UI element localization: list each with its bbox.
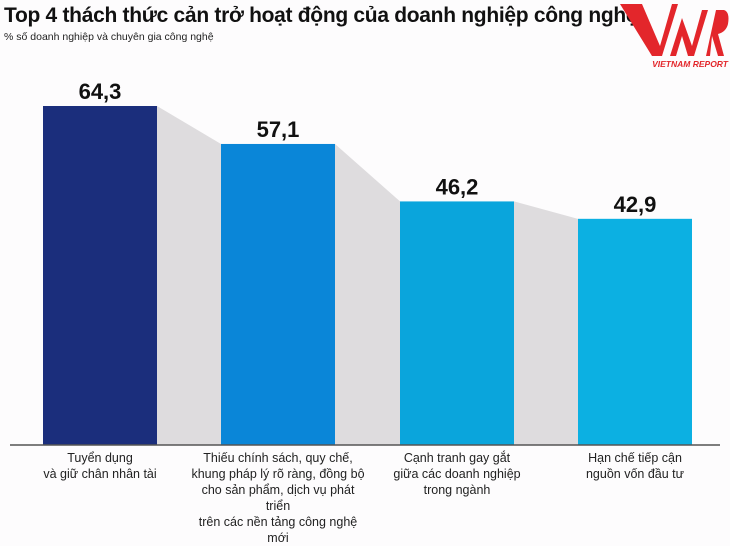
bar bbox=[43, 106, 157, 445]
connector-band bbox=[514, 201, 578, 445]
data-label: 64,3 bbox=[79, 79, 122, 104]
data-label: 42,9 bbox=[614, 192, 657, 217]
connector-band bbox=[335, 143, 400, 445]
connector-band bbox=[157, 106, 221, 445]
chart-title: Top 4 thách thức cản trở hoạt động của d… bbox=[4, 4, 638, 27]
vnr-logo: VIETNAM REPORT bbox=[620, 4, 729, 69]
data-label: 57,1 bbox=[257, 117, 300, 142]
bar-chart: 64,3 57,1 46,2 42,9 bbox=[10, 79, 720, 446]
bar bbox=[400, 201, 514, 445]
category-label: Thiếu chính sách, quy chế, khung pháp lý … bbox=[191, 451, 365, 545]
bar bbox=[578, 218, 692, 445]
logo-subtext: VIETNAM REPORT bbox=[652, 59, 729, 69]
bar bbox=[221, 143, 335, 445]
category-label: Hạn chế tiếp cận nguồn vốn đầu tư bbox=[585, 451, 685, 481]
category-label: Tuyển dụng và giữ chân nhân tài bbox=[43, 451, 157, 481]
data-label: 46,2 bbox=[436, 174, 479, 199]
category-label: Cạnh tranh gay gắt giữa các doanh nghiệp t… bbox=[393, 451, 521, 497]
chart-subtitle: % số doanh nghiệp và chuyên gia công ngh… bbox=[4, 31, 214, 43]
